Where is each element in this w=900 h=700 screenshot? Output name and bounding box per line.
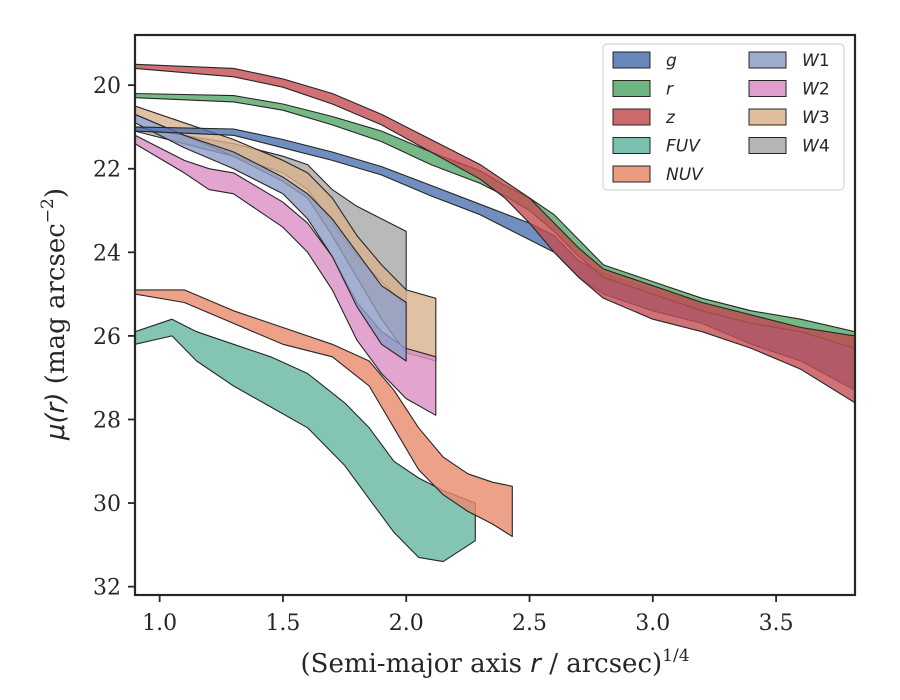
band-w1 xyxy=(135,113,407,362)
band-fuv xyxy=(135,318,476,563)
legend-label-w1: W1 xyxy=(802,51,830,71)
legend-swatch-z xyxy=(612,108,651,126)
legend-label-z: z xyxy=(665,108,676,128)
y-tick-label: 22 xyxy=(93,158,121,183)
y-tick-label: 26 xyxy=(93,325,121,350)
x-tick-label: 1.5 xyxy=(265,611,300,636)
y-tick-label: 32 xyxy=(93,576,121,601)
x-tick-label: 3.5 xyxy=(759,611,794,636)
y-tick-label: 20 xyxy=(93,74,121,99)
legend-label-r: r xyxy=(666,80,674,100)
legend-swatch-nuv xyxy=(612,165,651,183)
legend-label-fuv: FUV xyxy=(666,137,701,157)
y-axis-ticks: 20 22 24 26 28 30 32 xyxy=(93,74,135,601)
y-tick-label: 24 xyxy=(93,241,121,266)
legend: grz FUV NUV W1 W2 W3 W4 xyxy=(602,43,845,191)
x-axis-label: (Semi-major axis r / arcsec)1/4 xyxy=(300,646,689,679)
y-tick-label: 30 xyxy=(93,492,121,517)
x-tick-label: 2.0 xyxy=(389,611,424,636)
band-nuv xyxy=(135,289,513,538)
legend-swatch-w4 xyxy=(748,137,787,154)
legend-swatch-r xyxy=(612,80,651,97)
x-tick-label: 1.0 xyxy=(142,611,177,636)
legend-swatch-g xyxy=(612,51,651,69)
band-g xyxy=(135,126,855,391)
x-tick-label: 3.0 xyxy=(635,611,670,636)
legend-label-w2: W2 xyxy=(802,80,830,100)
y-axis-label: μ(r) (mag arcsec−2) xyxy=(38,188,71,441)
legend-label-nuv: NUV xyxy=(666,165,704,185)
x-axis-ticks: 1.0 1.5 2.0 2.5 3.0 3.5 xyxy=(142,595,794,636)
y-tick-label: 28 xyxy=(93,408,121,433)
legend-swatch-w2 xyxy=(748,80,787,97)
legend-swatch-w3 xyxy=(748,108,787,126)
legend-swatch-fuv xyxy=(612,137,651,154)
band-w2 xyxy=(135,134,437,416)
legend-label-w3: W3 xyxy=(802,108,830,128)
plot-frame xyxy=(133,33,857,597)
series-bands xyxy=(135,63,855,563)
band-z xyxy=(135,63,855,404)
legend-swatch-w1 xyxy=(748,51,787,69)
legend-label-w4: W4 xyxy=(802,137,830,157)
x-tick-label: 2.5 xyxy=(512,611,547,636)
legend-label-g: g xyxy=(666,51,677,71)
